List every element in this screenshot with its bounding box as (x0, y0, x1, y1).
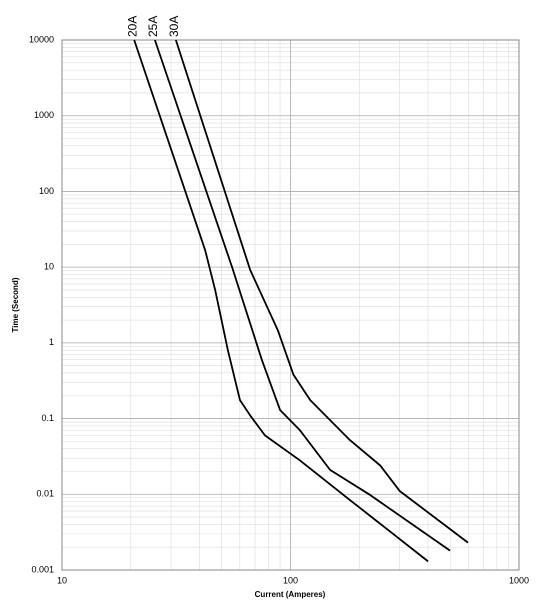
x-tick-label: 1000 (509, 575, 529, 585)
y-tick-label: 0.1 (41, 413, 54, 423)
y-axis-label: Time (Second) (11, 277, 20, 332)
y-tick-label: 0.001 (31, 564, 54, 574)
y-tick-label: 1000 (34, 110, 54, 120)
series-label: 20A (125, 16, 139, 37)
x-axis-label: Current (Amperes) (255, 590, 326, 599)
x-tick-label: 100 (283, 575, 298, 585)
y-tick-label: 10 (44, 262, 54, 272)
curve (175, 39, 469, 544)
y-tick-label: 0.01 (36, 489, 54, 499)
plot-frame (61, 39, 520, 571)
x-tick-label: 10 (57, 575, 67, 585)
curve (154, 39, 451, 552)
y-tick-label: 100 (39, 186, 54, 196)
series-label: 30A (167, 16, 181, 37)
grid (61, 39, 520, 571)
y-tick-label: 10000 (29, 34, 54, 44)
y-tick-label: 1 (49, 337, 54, 347)
series-label: 25A (146, 16, 160, 37)
curve (133, 39, 429, 563)
